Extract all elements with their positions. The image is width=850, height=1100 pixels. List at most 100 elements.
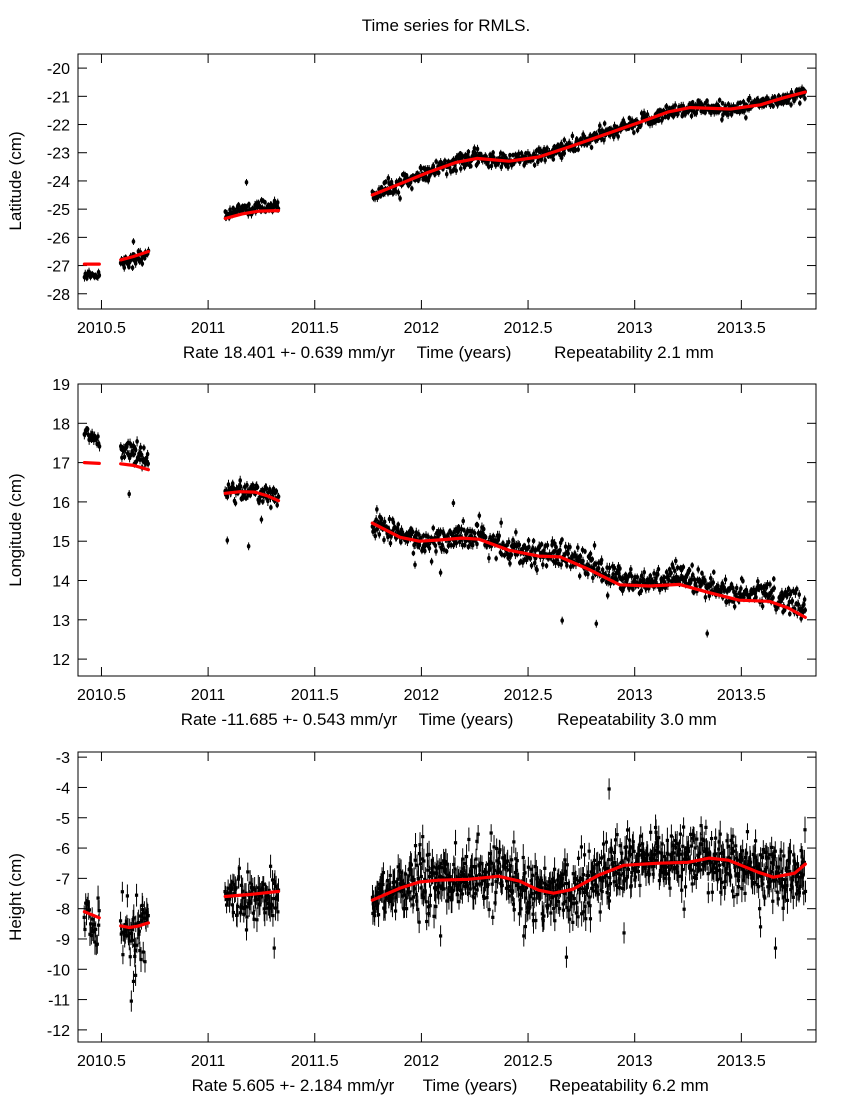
latitude-data-point — [140, 260, 145, 267]
height-data-point — [622, 922, 626, 944]
longitude-data-point — [511, 536, 515, 544]
latitude-data-point — [581, 131, 586, 140]
longitude-data-point — [139, 450, 144, 459]
height-data-point — [143, 950, 147, 973]
latitude-data-point — [663, 114, 668, 120]
height-y-tick-label: -7 — [56, 871, 70, 888]
longitude-data-point — [581, 556, 585, 566]
longitude-data-point — [382, 536, 386, 544]
longitude-data-point — [768, 580, 772, 589]
latitude-data-point — [545, 144, 549, 152]
height-data-point — [246, 862, 250, 882]
longitude-data-point — [429, 557, 434, 566]
longitude-data-point — [142, 444, 146, 452]
longitude-data-point — [586, 569, 590, 580]
longitude-data-point — [135, 436, 139, 447]
latitude-data-point — [771, 103, 775, 109]
longitude-rate-label: Rate -11.685 +- 0.543 mm/yr — [181, 710, 398, 729]
height-data-point — [773, 937, 778, 959]
height-data-point — [704, 819, 708, 836]
latitude-rate-label: Rate 18.401 +- 0.639 mm/yr — [183, 343, 395, 362]
longitude-data-point — [444, 548, 449, 555]
longitude-data-point — [446, 531, 450, 539]
longitude-data-point — [387, 514, 392, 524]
latitude-data-point — [130, 264, 135, 271]
longitude-data-point — [560, 616, 564, 625]
height-data-point — [244, 919, 249, 941]
longitude-data-point — [423, 547, 427, 555]
height-y-axis-label: Height (cm) — [6, 853, 25, 941]
longitude-data-point — [225, 536, 230, 545]
height-data-point — [526, 856, 530, 878]
latitude-x-tick-label: 2011.5 — [291, 320, 339, 337]
longitude-data-point — [462, 527, 466, 533]
longitude-y-tick-label: 17 — [52, 456, 70, 473]
longitude-data-point — [605, 591, 610, 600]
height-data-point — [695, 831, 699, 848]
longitude-data-point — [434, 547, 438, 556]
height-data-point — [706, 882, 710, 904]
latitude-data-point — [562, 136, 567, 144]
height-x-tick-label: 2011 — [191, 1053, 226, 1070]
longitude-data-point — [477, 511, 482, 520]
height-y-tick-label: -12 — [47, 1023, 70, 1040]
longitude-data-point — [642, 567, 647, 578]
latitude-data-point — [602, 120, 607, 127]
height-data-point — [758, 898, 762, 919]
latitude-data-point — [559, 139, 564, 148]
latitude-fit-line — [119, 249, 150, 262]
longitude-data-point — [264, 483, 269, 494]
latitude-y-tick-label: -20 — [47, 61, 70, 78]
longitude-data-point — [618, 564, 622, 573]
longitude-data-point — [133, 445, 138, 455]
latitude-data-point — [434, 158, 438, 165]
longitude-data-point — [145, 449, 150, 459]
longitude-data-point — [269, 504, 273, 511]
longitude-data-point — [379, 515, 384, 523]
longitude-data-point — [588, 550, 593, 558]
latitude-data-point — [576, 146, 581, 153]
longitude-data-point — [373, 531, 378, 541]
longitude-data-point — [514, 528, 518, 537]
longitude-x-tick-label: 2012 — [404, 687, 440, 704]
latitude-data-point — [244, 178, 249, 186]
height-data-point — [598, 902, 602, 922]
height-y-tick-label: -4 — [56, 780, 70, 797]
longitude-data-point — [274, 488, 279, 495]
latitude-data-point — [263, 199, 267, 205]
height-rate-label: Rate 5.605 +- 2.184 mm/yr — [192, 1076, 395, 1095]
height-data-point — [782, 842, 786, 870]
height-data-point — [121, 945, 125, 965]
longitude-data-point — [599, 555, 604, 565]
longitude-data-point — [690, 562, 694, 569]
longitude-data-point — [431, 524, 436, 532]
latitude-x-tick-label: 2010.5 — [77, 320, 126, 337]
latitude-data-point — [720, 100, 725, 106]
height-data-point — [125, 884, 129, 908]
latitude-data-point — [543, 156, 547, 165]
height-x-tick-label: 2010.5 — [77, 1053, 126, 1070]
latitude-data-point — [396, 188, 401, 197]
height-data-point — [709, 830, 714, 847]
latitude-data-point — [632, 129, 636, 136]
height-panel: Height (cm) Rate 5.605 +- 2.184 mm/yr Ti… — [6, 750, 817, 1095]
height-data-point — [587, 842, 591, 860]
longitude-data-point — [494, 555, 498, 562]
longitude-y-tick-label: 19 — [52, 377, 70, 394]
latitude-x-tick-label: 2012 — [404, 320, 440, 337]
longitude-x-tick-label: 2011.5 — [291, 687, 339, 704]
longitude-y-tick-label: 12 — [52, 652, 70, 669]
longitude-data-point — [472, 529, 477, 538]
longitude-data-point — [648, 572, 653, 579]
longitude-x-tick-label: 2013 — [617, 687, 653, 704]
longitude-y-tick-label: 15 — [52, 534, 70, 551]
latitude-data-point — [611, 132, 616, 142]
longitude-data-point — [438, 568, 443, 577]
longitude-data-point — [612, 564, 617, 572]
latitude-data-point — [744, 114, 748, 121]
height-data-point — [255, 907, 259, 933]
height-x-tick-label: 2013 — [617, 1053, 653, 1070]
longitude-data-point — [787, 611, 792, 617]
latitude-x-tick-label: 2011 — [191, 320, 226, 337]
